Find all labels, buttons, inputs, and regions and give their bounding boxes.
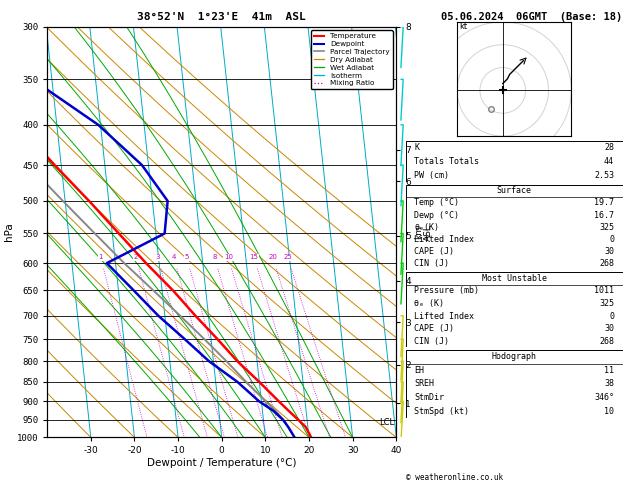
Text: StmSpd (kt): StmSpd (kt)	[415, 407, 469, 416]
Text: 16.7: 16.7	[594, 210, 614, 220]
Text: 0: 0	[609, 312, 614, 321]
Text: Lifted Index: Lifted Index	[415, 312, 474, 321]
Text: 8: 8	[212, 255, 217, 260]
Text: LCL: LCL	[379, 418, 394, 427]
Text: θₑ (K): θₑ (K)	[415, 299, 444, 308]
Text: CAPE (J): CAPE (J)	[415, 324, 454, 333]
Text: 325: 325	[599, 223, 614, 232]
Text: 268: 268	[599, 337, 614, 346]
Text: PW (cm): PW (cm)	[415, 171, 449, 180]
Text: 268: 268	[599, 259, 614, 268]
Text: 1: 1	[99, 255, 103, 260]
X-axis label: Dewpoint / Temperature (°C): Dewpoint / Temperature (°C)	[147, 458, 296, 468]
Text: 10: 10	[224, 255, 233, 260]
Text: kt: kt	[459, 22, 467, 31]
Text: 15: 15	[250, 255, 259, 260]
Text: 3: 3	[155, 255, 160, 260]
Text: 38: 38	[604, 380, 614, 388]
Text: CAPE (J): CAPE (J)	[415, 247, 454, 256]
Text: 11: 11	[604, 366, 614, 375]
Text: 30: 30	[604, 247, 614, 256]
Text: 325: 325	[599, 299, 614, 308]
Text: Totals Totals: Totals Totals	[415, 157, 479, 166]
Text: 19.7: 19.7	[594, 198, 614, 208]
Text: Lifted Index: Lifted Index	[415, 235, 474, 244]
Text: 5: 5	[184, 255, 189, 260]
Text: 1011: 1011	[594, 286, 614, 295]
Legend: Temperature, Dewpoint, Parcel Trajectory, Dry Adiabat, Wet Adiabat, Isotherm, Mi: Temperature, Dewpoint, Parcel Trajectory…	[311, 30, 392, 89]
Text: 2: 2	[134, 255, 138, 260]
Text: 25: 25	[283, 255, 292, 260]
Text: 30: 30	[604, 324, 614, 333]
Text: 4: 4	[172, 255, 176, 260]
Text: © weatheronline.co.uk: © weatheronline.co.uk	[406, 473, 503, 482]
Text: Surface: Surface	[497, 186, 532, 195]
Text: SREH: SREH	[415, 380, 435, 388]
Text: Most Unstable: Most Unstable	[482, 274, 547, 283]
Text: CIN (J): CIN (J)	[415, 259, 449, 268]
Text: 05.06.2024  06GMT  (Base: 18): 05.06.2024 06GMT (Base: 18)	[442, 12, 623, 22]
Text: Dewp (°C): Dewp (°C)	[415, 210, 459, 220]
Text: 0: 0	[609, 235, 614, 244]
Text: 28: 28	[604, 143, 614, 152]
Text: Pressure (mb): Pressure (mb)	[415, 286, 479, 295]
Text: StmDir: StmDir	[415, 393, 444, 402]
Y-axis label: km
ASL: km ASL	[414, 224, 433, 241]
Text: Hodograph: Hodograph	[492, 352, 537, 361]
Text: 44: 44	[604, 157, 614, 166]
Text: EH: EH	[415, 366, 425, 375]
Text: 20: 20	[269, 255, 277, 260]
Text: 2.53: 2.53	[594, 171, 614, 180]
Text: K: K	[415, 143, 420, 152]
Text: 346°: 346°	[594, 393, 614, 402]
Text: 10: 10	[604, 407, 614, 416]
Text: Temp (°C): Temp (°C)	[415, 198, 459, 208]
Y-axis label: hPa: hPa	[4, 223, 14, 242]
Text: CIN (J): CIN (J)	[415, 337, 449, 346]
Text: 38°52'N  1°23'E  41m  ASL: 38°52'N 1°23'E 41m ASL	[137, 12, 306, 22]
Text: θₑ(K): θₑ(K)	[415, 223, 440, 232]
